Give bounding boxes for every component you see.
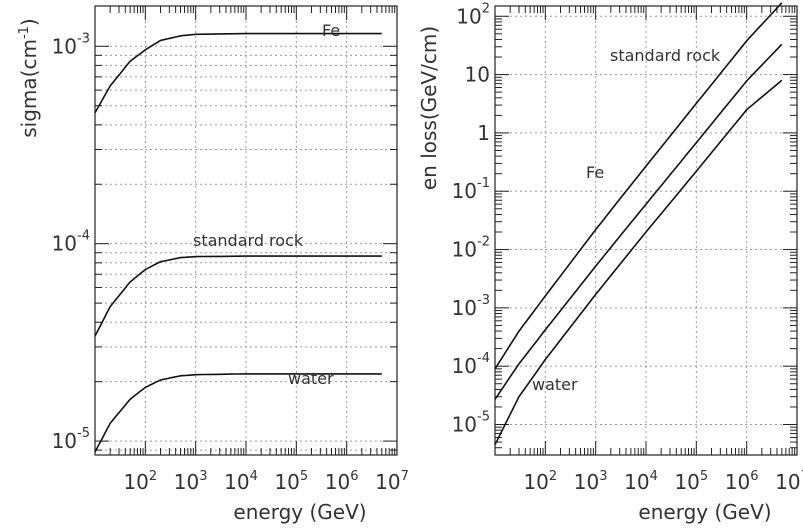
sigma-y-tick-label: 10-3 [52,31,90,58]
energy-loss-y-tick-label: 1 [477,121,490,145]
sigma-curve-fe [94,32,382,114]
energy-loss-y-tick-label: 10 [465,63,490,87]
sigma-label-standard-rock: standard rock [193,231,304,250]
energy-loss-label-fe: Fe [586,163,604,182]
energy-loss-x-tick-label: 107 [775,469,803,494]
energy-loss-x-tick-label: 103 [574,469,608,494]
energy-loss-ticks [494,6,798,456]
energy-loss-y-tick-label: 10-5 [452,410,490,437]
sigma-y-axis-title-exponent: -1 [17,26,32,39]
sigma-x-tick-label: 102 [123,469,157,494]
energy-loss-curves [494,2,783,446]
sigma-y-tick-label: 10-4 [52,229,90,256]
sigma-curve-labels: Fe standard rock water [193,21,340,388]
sigma-x-tick-label: 105 [274,469,308,494]
energy-loss-y-tick-label: 10-2 [452,235,490,262]
sigma-label-water: water [288,369,334,388]
energy-loss-y-tick-label: 10-1 [452,176,490,203]
sigma-plot-frame [94,5,398,456]
energy-loss-y-axis-title: en loss(GeV/cm) [417,26,441,190]
sigma-x-tick-label: 107 [375,469,409,494]
sigma-y-tick-labels: 10-3 10-4 10-5 [52,31,90,453]
energy-loss-x-tick-label: 106 [725,469,759,494]
energy-loss-label-standard-rock: standard rock [610,46,721,65]
sigma-y-tick-label: 10-5 [52,426,90,453]
sigma-x-tick-label: 106 [325,469,359,494]
energy-loss-x-tick-labels: 102 103 104 105 106 107 [523,469,803,494]
energy-loss-grid [494,6,798,455]
sigma-x-tick-label: 104 [224,469,258,494]
sigma-x-axis-title: energy (GeV) [233,500,366,524]
sigma-grid [94,6,398,455]
energy-loss-panel: 102 103 104 105 106 107 102 10 1 10-1 10-2 10-3 10-… [417,1,803,524]
sigma-x-tick-labels: 102 103 104 105 106 107 [123,469,408,494]
energy-loss-curve-fe [494,2,783,370]
energy-loss-curve-labels: Fe standard rock water [532,46,721,394]
sigma-curves [94,32,382,453]
energy-loss-curve-water [494,79,783,446]
energy-loss-y-tick-label: 10-3 [452,293,490,320]
sigma-panel: 102 103 104 105 106 107 10-3 10-4 10-5 energy (… [17,5,409,524]
sigma-x-tick-label: 103 [174,469,208,494]
energy-loss-y-tick-label: 10-4 [452,351,490,378]
energy-loss-label-water: water [532,375,578,394]
energy-loss-x-tick-label: 104 [624,469,658,494]
energy-loss-plot-frame [494,5,798,456]
energy-loss-y-tick-labels: 102 10 1 10-1 10-2 10-3 10-4 10-5 [452,1,490,436]
energy-loss-x-tick-label: 102 [523,469,557,494]
sigma-curve-standard-rock [94,255,382,337]
energy-loss-y-tick-label: 102 [456,1,490,28]
sigma-curve-water [94,373,382,453]
sigma-label-fe: Fe [322,21,340,40]
energy-loss-x-axis-title: energy (GeV) [638,500,771,524]
energy-loss-curve-standard-rock [494,43,783,400]
energy-loss-x-tick-label: 105 [674,469,708,494]
